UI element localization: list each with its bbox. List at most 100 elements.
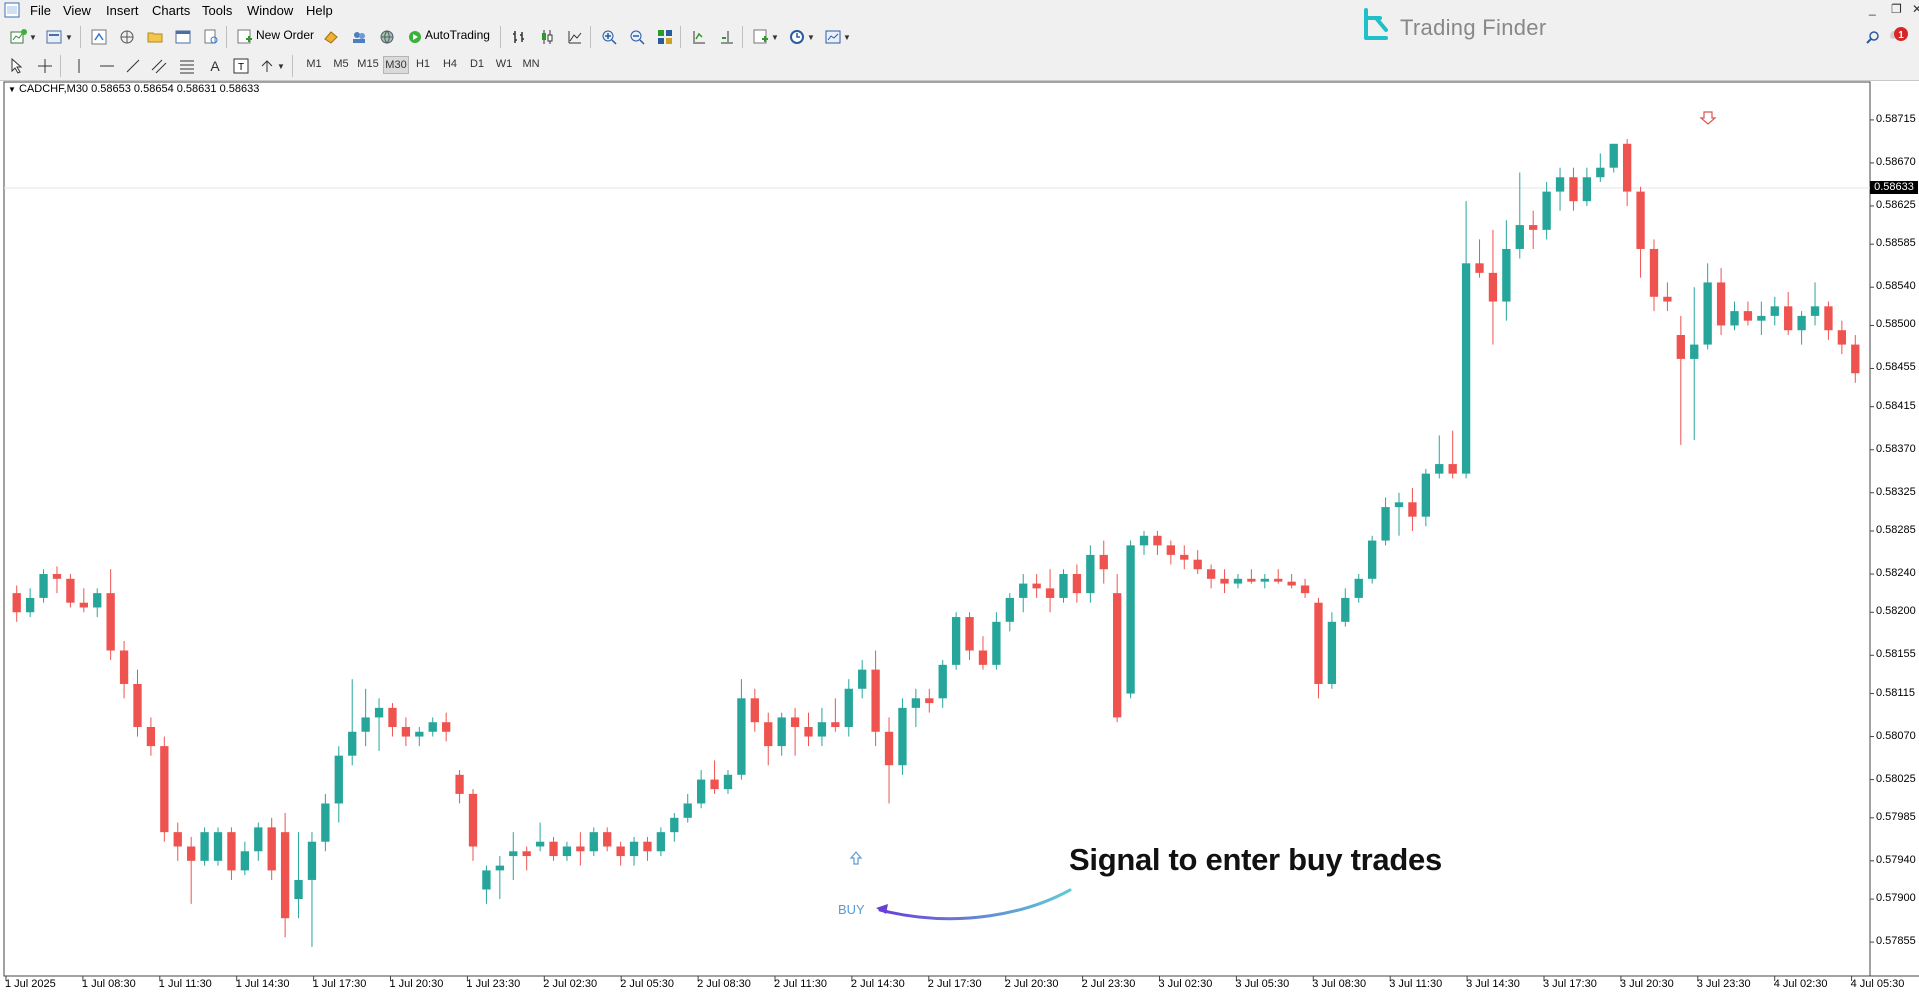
chevron-down-icon[interactable]: ▼ bbox=[29, 32, 37, 42]
text-label-icon[interactable]: T bbox=[230, 55, 252, 77]
price-label: 0.57900 bbox=[1876, 892, 1916, 905]
zoom-out-icon[interactable] bbox=[626, 26, 648, 48]
chevron-down-icon[interactable]: ▼ bbox=[843, 32, 851, 42]
price-label: 0.58070 bbox=[1876, 729, 1916, 742]
price-label: 0.58240 bbox=[1876, 567, 1916, 580]
bear-candle bbox=[1743, 311, 1753, 321]
time-label: 2 Jul 11:30 bbox=[774, 978, 828, 990]
timeframe-m5[interactable]: M5 bbox=[333, 58, 349, 70]
tile-windows-icon[interactable] bbox=[654, 26, 676, 48]
bull-candle bbox=[1381, 507, 1390, 541]
bull-candle bbox=[938, 664, 947, 699]
time-label: 3 Jul 08:30 bbox=[1312, 978, 1367, 990]
bull-candle bbox=[1609, 143, 1618, 168]
bull-candle bbox=[1341, 597, 1350, 622]
timeframe-h4[interactable]: H4 bbox=[442, 58, 458, 70]
strategy-tester-icon[interactable] bbox=[200, 26, 222, 48]
autotrading-icon[interactable] bbox=[404, 26, 426, 48]
bear-candle bbox=[1622, 143, 1632, 192]
timeframe-mn[interactable]: MN bbox=[522, 58, 540, 70]
signals-icon[interactable] bbox=[348, 26, 370, 48]
menu-bar: File View Insert Charts Tools Window Hel… bbox=[0, 0, 1919, 23]
chevron-down-icon[interactable]: ▼ bbox=[65, 32, 73, 42]
bear-candle bbox=[925, 698, 934, 704]
fibonacci-icon[interactable] bbox=[176, 55, 198, 77]
symbol-ohlc-text: CADCHF,M30 0.58653 0.58654 0.58631 0.586… bbox=[18, 83, 260, 95]
toolbar-separator bbox=[742, 26, 743, 48]
price-chart[interactable] bbox=[0, 80, 1919, 996]
new-order-icon[interactable] bbox=[234, 26, 256, 48]
candlestick-icon[interactable] bbox=[536, 26, 558, 48]
time-label: 2 Jul 08:30 bbox=[697, 978, 751, 990]
svg-text:1: 1 bbox=[1898, 30, 1904, 41]
timeframe-m30[interactable]: M30 bbox=[383, 56, 409, 74]
minimize-icon[interactable]: _ bbox=[1869, 2, 1876, 16]
timeframe-m1[interactable]: M1 bbox=[306, 58, 322, 70]
timeframe-w1[interactable]: W1 bbox=[495, 58, 513, 70]
time-label: 3 Jul 05:30 bbox=[1235, 978, 1290, 990]
bar-chart-icon[interactable] bbox=[508, 26, 530, 48]
new-order-button[interactable]: New Order bbox=[256, 28, 315, 42]
search-icon[interactable] bbox=[1862, 26, 1884, 48]
auto-scroll-icon[interactable] bbox=[688, 26, 710, 48]
bull-candle bbox=[817, 722, 827, 737]
periods-clock-icon[interactable] bbox=[786, 26, 808, 48]
timeframe-m15[interactable]: M15 bbox=[357, 58, 379, 70]
menu-window[interactable]: Window bbox=[247, 3, 294, 18]
horizontal-line-icon[interactable] bbox=[96, 55, 118, 77]
new-chart-icon[interactable] bbox=[8, 26, 30, 48]
templates-icon[interactable] bbox=[822, 26, 844, 48]
navigator-icon[interactable] bbox=[116, 26, 138, 48]
annotation-pointer-arrowhead bbox=[876, 904, 888, 914]
chart-shift-icon[interactable] bbox=[716, 26, 738, 48]
equidistant-channel-icon[interactable] bbox=[148, 55, 170, 77]
trendline-icon[interactable] bbox=[122, 55, 144, 77]
bear-candle bbox=[173, 832, 182, 847]
line-chart-icon[interactable] bbox=[564, 26, 586, 48]
menu-charts[interactable]: Charts bbox=[152, 3, 191, 18]
arrows-icon[interactable] bbox=[256, 55, 278, 77]
close-icon[interactable]: ✕ bbox=[1912, 2, 1919, 16]
chevron-down-icon[interactable]: ▼ bbox=[277, 61, 285, 71]
market-watch-icon[interactable] bbox=[88, 26, 110, 48]
menu-tools[interactable]: Tools bbox=[202, 3, 233, 18]
bear-candle bbox=[522, 851, 531, 857]
cursor-icon[interactable] bbox=[6, 55, 28, 77]
bull-candle bbox=[992, 621, 1001, 665]
text-icon[interactable]: A bbox=[210, 58, 220, 74]
time-label: 3 Jul 17:30 bbox=[1543, 978, 1597, 990]
bear-candle bbox=[1408, 502, 1417, 517]
profiles-icon[interactable] bbox=[44, 26, 66, 48]
restore-icon[interactable]: ❐ bbox=[1891, 2, 1902, 16]
indicators-icon[interactable] bbox=[750, 26, 772, 48]
chevron-down-icon[interactable]: ▼ bbox=[807, 32, 815, 42]
bear-candle bbox=[1475, 263, 1484, 273]
vertical-line-icon[interactable] bbox=[68, 55, 90, 77]
bear-candle bbox=[1220, 578, 1229, 584]
annotation-text: Signal to enter buy trades bbox=[1069, 842, 1442, 877]
globe-icon[interactable] bbox=[376, 26, 398, 48]
app-icon[interactable] bbox=[4, 2, 20, 21]
autotrading-button[interactable]: AutoTrading bbox=[425, 28, 490, 42]
folder-icon[interactable] bbox=[144, 26, 166, 48]
bear-candle bbox=[1488, 272, 1498, 302]
bear-candle bbox=[1274, 578, 1283, 582]
menu-view[interactable]: View bbox=[63, 3, 91, 18]
timeframe-h1[interactable]: H1 bbox=[415, 58, 431, 70]
collapse-arrow-icon[interactable]: ▼ bbox=[8, 85, 16, 94]
metaeditor-icon[interactable] bbox=[320, 26, 342, 48]
price-label: 0.58585 bbox=[1876, 237, 1916, 250]
bull-candle bbox=[1461, 263, 1471, 474]
timeframe-d1[interactable]: D1 bbox=[469, 58, 485, 70]
menu-file[interactable]: File bbox=[30, 3, 51, 18]
chart-window[interactable]: BUY bbox=[0, 80, 1919, 996]
menu-insert[interactable]: Insert bbox=[106, 3, 139, 18]
bull-candle bbox=[1367, 540, 1377, 579]
crosshair-icon[interactable] bbox=[34, 55, 56, 77]
terminal-icon[interactable] bbox=[172, 26, 194, 48]
bull-candle bbox=[213, 832, 223, 861]
notifications-icon[interactable]: 1 bbox=[1888, 24, 1910, 46]
menu-help[interactable]: Help bbox=[306, 3, 333, 18]
chevron-down-icon[interactable]: ▼ bbox=[771, 32, 779, 42]
zoom-in-icon[interactable] bbox=[598, 26, 620, 48]
